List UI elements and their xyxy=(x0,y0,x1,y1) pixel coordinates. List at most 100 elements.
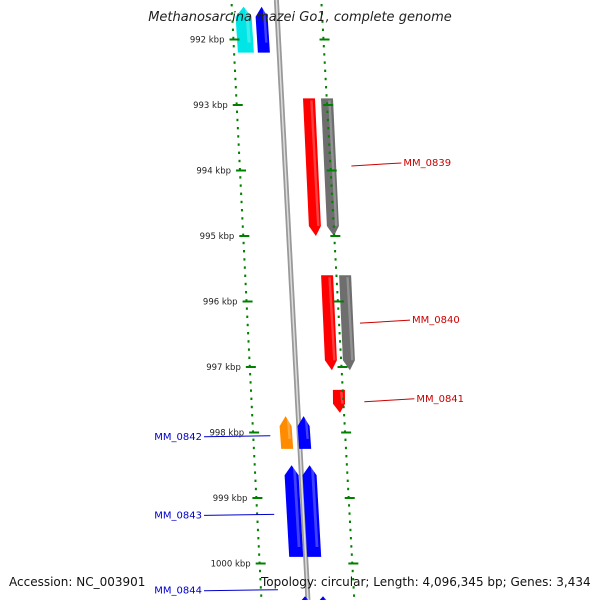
track-dot xyxy=(247,340,250,343)
track-dot xyxy=(336,299,339,302)
track-dot xyxy=(331,209,334,212)
track-dot xyxy=(339,340,342,343)
gene-label-mm-0841: MM_0841 xyxy=(416,394,464,405)
forward-cds-arrow-shade xyxy=(340,391,344,404)
track-dot xyxy=(232,36,235,40)
track-dot xyxy=(321,28,324,31)
gene-label-mm-0844: MM_0844 xyxy=(154,586,202,597)
track-dot xyxy=(342,397,345,400)
track-dot xyxy=(322,45,325,48)
track-dot xyxy=(256,512,259,515)
track-dot xyxy=(352,586,355,589)
track-dot xyxy=(253,463,256,466)
track-dot xyxy=(337,307,340,310)
track-dot xyxy=(236,127,239,130)
forward-cds-arrow xyxy=(321,275,337,371)
track-dot xyxy=(254,471,257,474)
track-dot xyxy=(249,389,252,392)
track-dot xyxy=(252,446,255,450)
track-dot xyxy=(247,348,250,351)
reverse-cds-arrow-shade xyxy=(304,418,309,439)
track-dot xyxy=(342,405,345,409)
reverse-cds-arrow xyxy=(302,465,322,557)
track-dot xyxy=(250,397,253,400)
forward-cds-arrow-shade xyxy=(328,277,336,361)
track-dot xyxy=(256,528,259,532)
track-dot xyxy=(257,537,260,540)
reverse-gene-arrow xyxy=(301,596,309,600)
track-dot xyxy=(343,414,346,417)
track-dot xyxy=(237,143,240,146)
reverse-feature-arrow-shade xyxy=(286,418,291,439)
forward-gene-arrow-shade xyxy=(346,277,354,361)
labels-layer: MM_0839 MM_0840 MM_0841 MM_0842 MM_0843 MM_08… xyxy=(154,158,464,597)
map-title: Methanosarcina mazei Go1, complete genom… xyxy=(148,10,452,25)
track-dot xyxy=(238,168,241,171)
track-dot xyxy=(230,4,233,7)
track-dot xyxy=(326,118,329,122)
gene-label-mm-0839: MM_0839 xyxy=(403,158,451,169)
reverse-cds-arrow xyxy=(297,416,312,449)
track-dot xyxy=(346,471,349,474)
track-dot xyxy=(243,258,246,261)
track-dot xyxy=(349,537,352,540)
track-dot xyxy=(330,176,333,179)
track-dot xyxy=(240,192,243,195)
track-dot xyxy=(337,315,340,318)
forward-cds-arrow xyxy=(332,389,345,413)
track-dot xyxy=(348,520,351,523)
gene-label-mm-0840: MM_0840 xyxy=(412,315,460,326)
track-dot xyxy=(253,455,256,458)
track-dot xyxy=(233,61,236,64)
track-dot xyxy=(252,438,255,441)
track-dot xyxy=(237,135,240,138)
gene-label-mm-0843: MM_0843 xyxy=(154,510,202,521)
tick-label: 993 kbp xyxy=(193,101,228,111)
track-dot xyxy=(243,250,245,253)
track-dot xyxy=(245,299,248,302)
track-dot xyxy=(340,373,343,376)
reverse-cds-arrow xyxy=(319,596,327,600)
track-dot xyxy=(245,307,248,310)
track-dot xyxy=(350,545,353,548)
track-dot xyxy=(333,241,336,245)
track-dot xyxy=(322,36,325,40)
track-dot xyxy=(345,455,348,458)
track-dot xyxy=(245,291,248,294)
track-dot xyxy=(260,594,263,597)
forward-gene-arrow xyxy=(339,275,355,371)
forward-gene-arrow xyxy=(321,98,339,237)
track-dot xyxy=(238,159,241,163)
track-dot xyxy=(257,545,260,548)
track-dot xyxy=(345,463,348,466)
track-dot xyxy=(243,266,246,269)
label-leader-line xyxy=(359,319,411,324)
tick-label: 998 kbp xyxy=(209,429,244,439)
label-leader-line xyxy=(203,435,271,438)
track-dot xyxy=(329,159,332,163)
ticks-layer: 992 kbp 993 kbp 994 kbp 995 kbp 996 kbp 997 k… xyxy=(190,4,359,597)
track-dot xyxy=(344,438,347,441)
track-dot xyxy=(341,389,344,392)
track-dot xyxy=(353,594,356,597)
track-dot xyxy=(232,45,235,48)
track-dot xyxy=(236,118,239,122)
track-dot xyxy=(339,356,342,359)
genome-summary-text: Topology: circular; Length: 4,096,345 bp… xyxy=(261,575,591,589)
track-dot xyxy=(244,274,247,277)
accession-text: Accession: NC_003901 xyxy=(9,575,146,589)
track-dot xyxy=(321,12,324,15)
genome-backbone-highlight xyxy=(275,0,309,600)
label-leader-line xyxy=(351,162,402,167)
track-dot xyxy=(323,53,326,56)
track-dot xyxy=(239,184,242,187)
track-dot xyxy=(344,446,347,450)
tick-label: 996 kbp xyxy=(203,298,238,308)
forward-cds-arrow xyxy=(303,98,321,237)
track-dot xyxy=(349,528,352,532)
track-dot xyxy=(240,200,243,204)
label-leader-line xyxy=(203,513,275,516)
tick-label: 994 kbp xyxy=(196,167,231,177)
track-dot xyxy=(348,512,351,515)
track-dot xyxy=(335,274,338,277)
